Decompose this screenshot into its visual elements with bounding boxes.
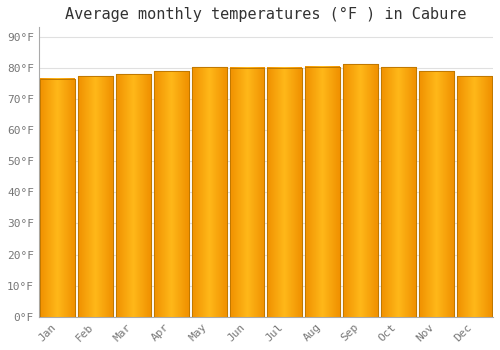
Bar [268,68,302,317]
Bar [306,66,340,317]
Bar [116,74,151,317]
Bar [343,64,378,317]
Bar [419,71,454,317]
Bar [456,76,492,317]
Title: Average monthly temperatures (°F ) in Cabure: Average monthly temperatures (°F ) in Ca… [65,7,466,22]
Bar [78,77,113,317]
Bar [381,67,416,317]
Bar [40,79,75,317]
Bar [192,67,226,317]
Bar [154,71,188,317]
Bar [230,68,264,317]
